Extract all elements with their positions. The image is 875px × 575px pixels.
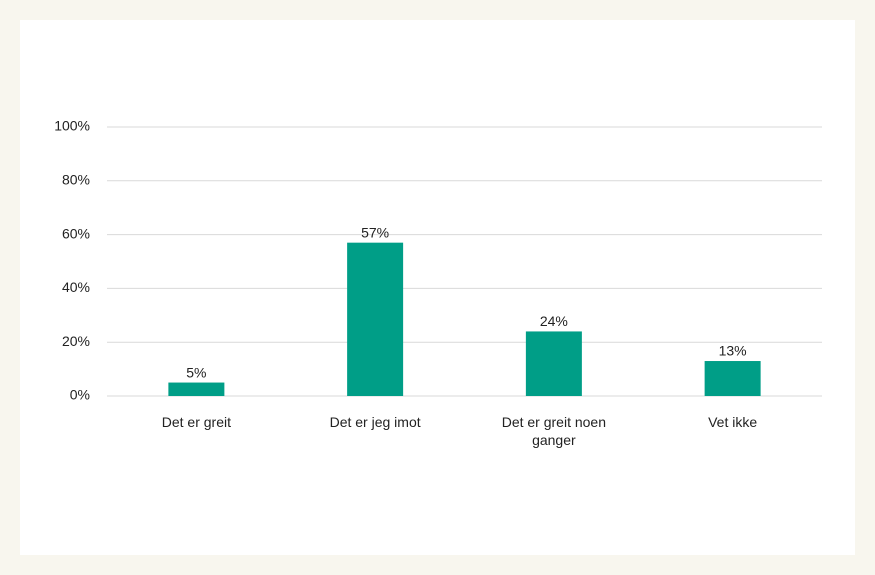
y-tick-label: 40% xyxy=(62,279,90,295)
bar xyxy=(704,361,761,396)
bar xyxy=(525,331,582,396)
value-label: 57% xyxy=(361,224,389,240)
panel xyxy=(20,20,855,555)
value-label: 5% xyxy=(186,364,206,380)
x-tick-label: Det er greit noen ganger xyxy=(501,414,607,448)
bar xyxy=(168,382,225,396)
y-tick-label: 80% xyxy=(62,172,90,188)
x-tick-label: Vet ikke xyxy=(708,414,758,430)
y-tick-label: 20% xyxy=(62,333,90,349)
value-label: 24% xyxy=(540,313,568,329)
y-tick-label: 0% xyxy=(70,387,90,403)
x-tick-label: Det er jeg imot xyxy=(329,414,421,430)
x-tick-label: Det er greit xyxy=(161,414,231,430)
y-tick-label: 100% xyxy=(54,118,90,134)
bar xyxy=(347,242,404,396)
value-label: 13% xyxy=(719,343,747,359)
y-tick-label: 60% xyxy=(62,225,90,241)
